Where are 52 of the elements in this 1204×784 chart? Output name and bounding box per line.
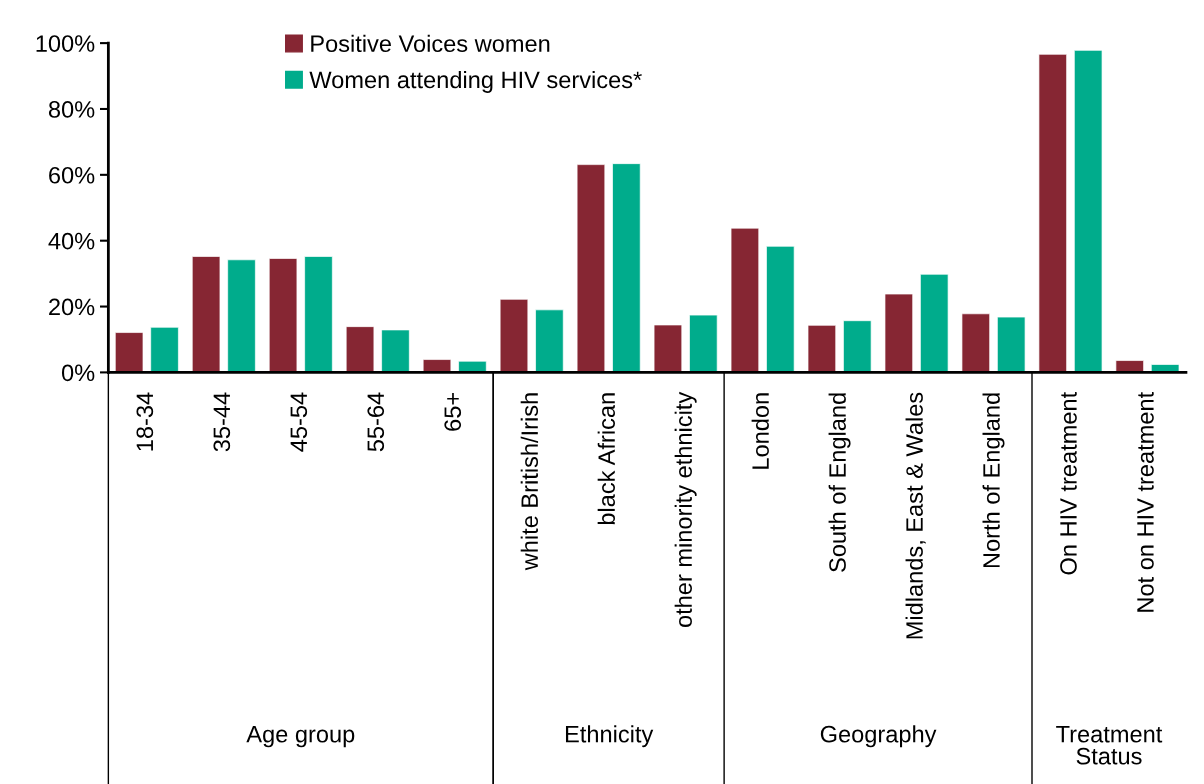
bar	[535, 309, 564, 373]
x-tick-label: On HIV treatment	[1060, 392, 1077, 575]
x-tick-label: 65+	[444, 393, 462, 431]
bar	[268, 258, 298, 373]
bar	[843, 320, 872, 373]
bar	[730, 227, 760, 373]
bar	[1115, 360, 1144, 373]
x-tick-label: black African	[597, 393, 615, 525]
text: Treatment Status	[1056, 726, 1163, 765]
x-tick-label: 18-34	[136, 392, 154, 451]
x-tick-label: white British/Irish	[520, 393, 539, 571]
y-tick-label: 20%	[49, 298, 95, 316]
bar	[653, 324, 683, 373]
x-tick-label: 35-44	[213, 392, 231, 452]
x-tick-label: other minority ethnicity	[674, 391, 697, 628]
text: Age group	[246, 726, 355, 748]
y-tick-label: 60%	[49, 166, 95, 184]
bar	[1073, 50, 1103, 373]
legend-label: Women attending HIV services*	[309, 70, 642, 93]
y-tick-label: 80%	[48, 101, 95, 118]
bar	[997, 316, 1026, 373]
bar	[766, 245, 795, 373]
text: Ethnicity	[565, 725, 654, 748]
bar	[191, 256, 221, 373]
x-tick-label: Not on HIV treatment	[1137, 392, 1154, 612]
bar	[807, 324, 837, 373]
bar	[961, 313, 991, 373]
bar	[345, 326, 375, 373]
bar	[150, 326, 179, 373]
y-tick-label: 0%	[61, 364, 95, 382]
bar	[227, 259, 256, 373]
bar	[114, 332, 144, 373]
bar	[920, 273, 949, 373]
legend-label: Positive Voices women	[311, 34, 550, 53]
text: Geography	[820, 725, 937, 748]
x-tick-label: 45-54	[290, 392, 308, 452]
bar	[304, 256, 333, 373]
x-tick-label: London	[751, 393, 769, 469]
bar	[381, 329, 410, 373]
bar	[689, 314, 718, 373]
bar	[499, 298, 529, 373]
bar	[1038, 53, 1067, 373]
y-tick-label: 40%	[48, 232, 95, 250]
x-tick-label: 55-64	[367, 392, 385, 452]
x-tick-label: North of England	[982, 393, 1005, 568]
bar	[422, 359, 452, 373]
bar	[612, 163, 641, 373]
x-tick-label: South of England	[828, 393, 851, 572]
y-tick-label: 100%	[36, 35, 95, 52]
bar	[576, 164, 606, 373]
x-tick-label: Midlands, East & Wales	[905, 392, 926, 639]
bar	[884, 293, 914, 373]
